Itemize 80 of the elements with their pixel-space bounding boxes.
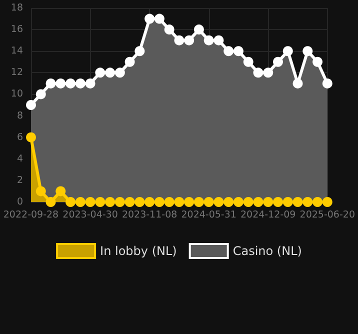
point — [253, 68, 264, 78]
point — [224, 197, 234, 207]
x-tick-label: 2024-12-09 — [240, 210, 296, 220]
point — [134, 46, 145, 56]
legend-label: Casino (NL) — [232, 244, 302, 258]
point — [114, 197, 125, 207]
y-tick-label: 14 — [10, 46, 23, 57]
point — [114, 68, 125, 78]
point — [36, 89, 46, 100]
point — [194, 24, 204, 35]
legend-label: In lobby (NL) — [100, 244, 177, 258]
x-tick-label: 2024-05-31 — [181, 210, 236, 220]
point — [26, 132, 36, 142]
y-tick-label: 12 — [10, 67, 23, 78]
point — [214, 35, 224, 46]
point — [66, 78, 76, 88]
y-tick-label: 6 — [16, 132, 23, 143]
point — [273, 197, 283, 207]
point — [85, 197, 96, 207]
point — [322, 197, 332, 207]
point — [134, 197, 145, 207]
point — [174, 197, 184, 207]
point — [302, 46, 313, 56]
point — [282, 197, 293, 207]
point — [75, 197, 86, 207]
x-tick-label: 2022-09-28 — [3, 210, 59, 220]
point — [214, 197, 224, 207]
point — [124, 197, 135, 207]
y-tick-label: 0 — [16, 196, 23, 208]
point — [184, 197, 194, 207]
point — [302, 197, 313, 207]
point — [273, 56, 283, 67]
point — [26, 100, 36, 110]
point — [144, 14, 155, 24]
point — [95, 197, 106, 207]
point — [46, 197, 56, 207]
point — [184, 35, 194, 46]
y-tick-label: 4 — [16, 153, 23, 164]
point — [253, 197, 264, 207]
point — [56, 78, 66, 88]
point — [46, 78, 56, 88]
point — [292, 197, 303, 207]
y-tick-label: 18 — [10, 2, 23, 14]
point — [224, 46, 234, 56]
point — [312, 197, 323, 207]
point — [204, 197, 214, 207]
point — [322, 78, 332, 88]
point — [282, 46, 293, 56]
point — [243, 197, 254, 207]
point — [312, 56, 323, 67]
y-tick-label: 2 — [16, 174, 23, 186]
point — [164, 24, 174, 35]
point — [66, 197, 76, 207]
point — [124, 56, 135, 67]
point — [75, 78, 86, 88]
point — [56, 186, 66, 196]
point — [263, 68, 274, 78]
point — [204, 35, 214, 46]
y-tick-label: 10 — [10, 88, 23, 100]
point — [174, 35, 184, 46]
point — [154, 14, 164, 24]
point — [292, 78, 303, 88]
point — [144, 197, 155, 207]
y-tick-label: 16 — [10, 24, 23, 36]
point — [243, 56, 254, 67]
point — [233, 197, 244, 207]
x-tick-label: 2023-11-08 — [122, 210, 178, 220]
point — [85, 78, 96, 88]
point — [263, 197, 274, 207]
point — [105, 197, 116, 207]
point — [95, 68, 106, 78]
point — [36, 186, 46, 196]
y-tick-label: 8 — [16, 110, 23, 122]
point — [233, 46, 244, 56]
x-tick-label: 2023-04-30 — [62, 210, 118, 220]
point — [105, 68, 116, 78]
point — [154, 197, 164, 207]
point — [194, 197, 204, 207]
x-tick-label: 2025-06-20 — [300, 210, 356, 220]
point — [164, 197, 174, 207]
